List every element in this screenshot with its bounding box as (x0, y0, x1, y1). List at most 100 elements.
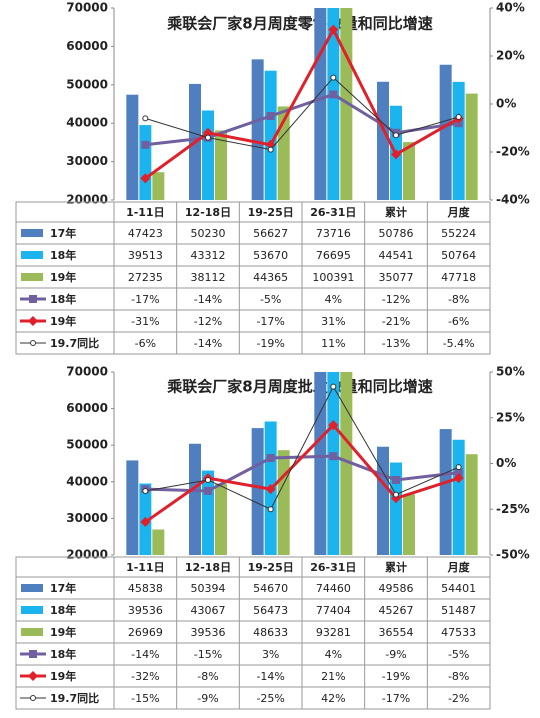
y-tick-label: 50000 (66, 438, 108, 452)
table-cell: -13% (382, 337, 410, 350)
bar (126, 94, 139, 200)
line-marker (28, 671, 38, 681)
line-marker (455, 464, 462, 471)
legend-label: 18年 (50, 603, 76, 617)
line-marker (330, 74, 337, 81)
table-cell: 44365 (253, 271, 288, 284)
line-marker (453, 473, 464, 484)
table-cell: 56473 (253, 604, 288, 617)
bar (439, 64, 452, 200)
y-tick-label: 40000 (66, 474, 108, 488)
line-marker (392, 475, 400, 484)
y-tick-label: 30000 (66, 154, 108, 168)
line-marker (267, 506, 274, 513)
y2-tick-label: 20% (496, 49, 525, 63)
line-marker (205, 134, 211, 141)
table-cell: -17% (382, 692, 410, 705)
table-cell: -19% (256, 337, 284, 350)
bar (277, 106, 290, 200)
line-marker (205, 476, 211, 483)
y2-tick-label: 25% (496, 410, 525, 424)
table-cell: -14% (256, 670, 284, 683)
bar (377, 81, 389, 200)
bar (465, 93, 478, 200)
legend-swatch (21, 606, 43, 614)
table-cell: -8% (448, 670, 469, 683)
legend-swatch (21, 251, 43, 259)
x-tick-label: 19-25日 (248, 561, 294, 574)
table-cell: 74460 (316, 582, 351, 595)
table-cell: 50764 (441, 249, 476, 262)
table-cell: 39536 (128, 604, 163, 617)
line-marker (141, 140, 150, 149)
x-tick-label: 月度 (447, 560, 471, 574)
table-cell: -8% (448, 293, 469, 306)
line-marker (140, 517, 151, 528)
line-marker (391, 149, 401, 160)
bar (439, 429, 452, 555)
table-cell: 55224 (441, 227, 476, 240)
bar (139, 125, 152, 200)
legend-label: 19年 (50, 314, 76, 328)
table-cell: 51487 (441, 604, 476, 617)
table-cell: 45838 (128, 582, 163, 595)
bar (340, 372, 353, 555)
plot-area (126, 8, 478, 200)
bar (403, 494, 415, 555)
line-marker (203, 127, 213, 138)
bar (327, 372, 340, 555)
table-cell: 47718 (441, 271, 476, 284)
table-cell: 31% (321, 315, 345, 328)
y-tick-label: 20000 (66, 548, 108, 562)
y-tick-label: 60000 (66, 39, 108, 53)
bar (215, 130, 227, 200)
legend-swatch (21, 628, 43, 636)
table-cell: 21% (321, 670, 345, 683)
bar (403, 142, 415, 200)
table-cell: 77404 (316, 604, 351, 617)
bar (215, 483, 227, 555)
bar (452, 81, 465, 200)
table-cell: 39513 (128, 249, 163, 262)
x-tick-label: 12-18日 (185, 561, 231, 574)
table-cell: -12% (382, 293, 410, 306)
legend-label: 19年 (50, 625, 76, 639)
y2-tick-label: 0% (496, 456, 516, 470)
table-cell: 54401 (441, 582, 476, 595)
legend-swatch (21, 273, 43, 281)
line-marker (266, 112, 275, 120)
bar (327, 8, 340, 200)
y-tick-label: 60000 (66, 401, 108, 415)
table-cell: 39536 (191, 626, 226, 639)
x-tick-label: 累计 (385, 560, 407, 574)
line-marker (267, 146, 274, 153)
table-cell: -2% (448, 692, 469, 705)
y-tick-label: 70000 (66, 365, 108, 379)
table-cell: -9% (197, 692, 218, 705)
table-cell: -5% (448, 648, 469, 661)
table-cell: -17% (131, 293, 159, 306)
line-marker (266, 454, 275, 463)
table-cell: -14% (194, 337, 222, 350)
table-cell: 43067 (191, 604, 226, 617)
y-tick-label: 70000 (66, 1, 108, 15)
line-marker (142, 115, 149, 122)
bar (202, 470, 214, 555)
table-cell: 49586 (379, 582, 414, 595)
table-cell: -21% (382, 315, 410, 328)
y2-tick-label: -25% (496, 502, 530, 516)
x-tick-label: 26-31日 (310, 206, 356, 219)
bar (251, 59, 264, 200)
line-marker (328, 420, 339, 431)
y2-tick-label: -20% (496, 145, 530, 159)
legend-swatch (21, 229, 43, 237)
line-marker (455, 113, 462, 120)
plot-area (126, 372, 478, 555)
table-cell: 11% (321, 337, 345, 350)
line (144, 422, 460, 524)
table-cell: 4% (325, 648, 342, 661)
y2-tick-label: 0% (496, 97, 516, 111)
table-cell: 47423 (128, 227, 163, 240)
